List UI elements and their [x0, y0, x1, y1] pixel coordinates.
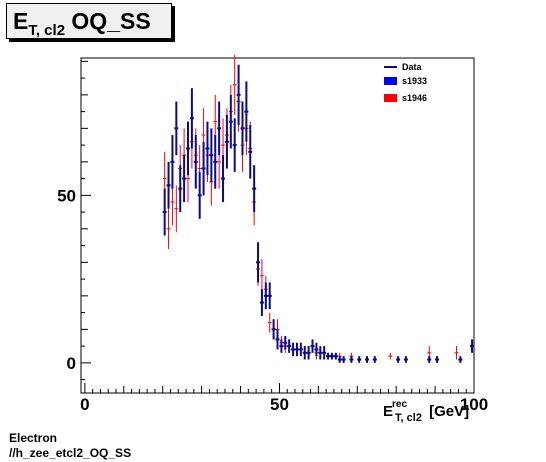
data-point — [166, 161, 171, 209]
legend-marker-s1933 — [384, 77, 397, 85]
series-data — [162, 64, 475, 363]
data-point — [256, 242, 261, 283]
data-point — [291, 342, 296, 357]
data-point — [396, 356, 401, 363]
x-tick-label: 100 — [460, 395, 488, 414]
data-point — [267, 312, 272, 333]
data-point — [349, 356, 354, 363]
data-point — [166, 208, 171, 249]
data-point — [174, 185, 179, 233]
data-point — [357, 356, 362, 363]
y-tick-label: 50 — [57, 186, 76, 205]
footer-line-1: Electron — [9, 431, 58, 445]
footer-line-2: //h_zee_etcl2_OQ_SS — [9, 446, 132, 460]
data-point — [197, 171, 202, 219]
y-tick-labels: 0 50 — [57, 186, 76, 373]
data-point — [314, 342, 319, 357]
data-point — [470, 339, 475, 353]
data-point — [228, 94, 233, 149]
data-point — [341, 356, 346, 363]
data-point — [205, 121, 210, 176]
data-point — [170, 135, 175, 189]
data-point — [310, 339, 315, 353]
data-point — [322, 346, 327, 360]
data-point — [458, 356, 463, 363]
data-point — [427, 356, 432, 363]
data-point — [279, 339, 284, 353]
legend-label-data: Data — [402, 62, 423, 72]
data-point — [232, 118, 237, 172]
data-point — [213, 135, 218, 189]
data-point — [329, 352, 334, 360]
data-point — [209, 128, 214, 182]
data-point — [193, 135, 198, 189]
data-point — [259, 289, 264, 316]
plot-frame — [80, 57, 475, 394]
data-point — [333, 352, 338, 360]
data-point — [364, 356, 369, 363]
data-point — [162, 188, 167, 236]
data-point — [248, 125, 253, 179]
data-point — [403, 356, 408, 363]
data-point — [287, 339, 292, 353]
histogram-title: ET, cl2 OQ_SS — [13, 8, 151, 39]
axis-ticks — [81, 60, 475, 393]
x-tick-labels: 0 50 100 — [80, 395, 488, 414]
data-point — [189, 88, 194, 149]
data-point — [217, 101, 222, 156]
data-point — [259, 259, 264, 293]
legend-label-s1933: s1933 — [402, 76, 427, 86]
data-point — [201, 141, 206, 196]
data-point — [263, 282, 268, 310]
x-axis-label: ErecT, cl2 [GeV] — [383, 399, 470, 424]
data-point — [252, 165, 257, 213]
data-point — [306, 346, 311, 360]
data-point — [372, 356, 377, 363]
data-point — [318, 346, 323, 360]
data-point — [224, 114, 229, 169]
legend-label-s1946: s1946 — [402, 93, 427, 103]
data-point — [435, 356, 440, 363]
data-point — [388, 352, 393, 360]
data-point — [283, 336, 288, 350]
data-point — [298, 342, 303, 357]
data-point — [236, 64, 241, 125]
data-point — [186, 121, 191, 176]
histogram-title-box: ET, cl2 OQ_SS — [6, 3, 172, 39]
y-tick-label: 0 — [67, 354, 76, 373]
data-point — [244, 81, 249, 142]
data-point — [240, 101, 245, 156]
data-point — [232, 54, 237, 115]
data-point — [174, 101, 179, 156]
data-point — [454, 346, 459, 360]
legend-marker-s1946 — [384, 94, 397, 102]
data-point — [271, 319, 276, 340]
legend: Data s1933 s1946 — [384, 62, 427, 103]
data-point — [275, 329, 280, 350]
data-point — [267, 282, 272, 310]
x-tick-label: 0 — [80, 395, 89, 414]
data-point — [294, 342, 299, 357]
data-point — [178, 165, 183, 213]
data-point — [326, 352, 331, 360]
data-point — [337, 356, 342, 363]
data-point — [221, 155, 226, 203]
x-tick-label: 50 — [270, 395, 289, 414]
data-point — [182, 155, 187, 203]
data-point — [302, 346, 307, 360]
